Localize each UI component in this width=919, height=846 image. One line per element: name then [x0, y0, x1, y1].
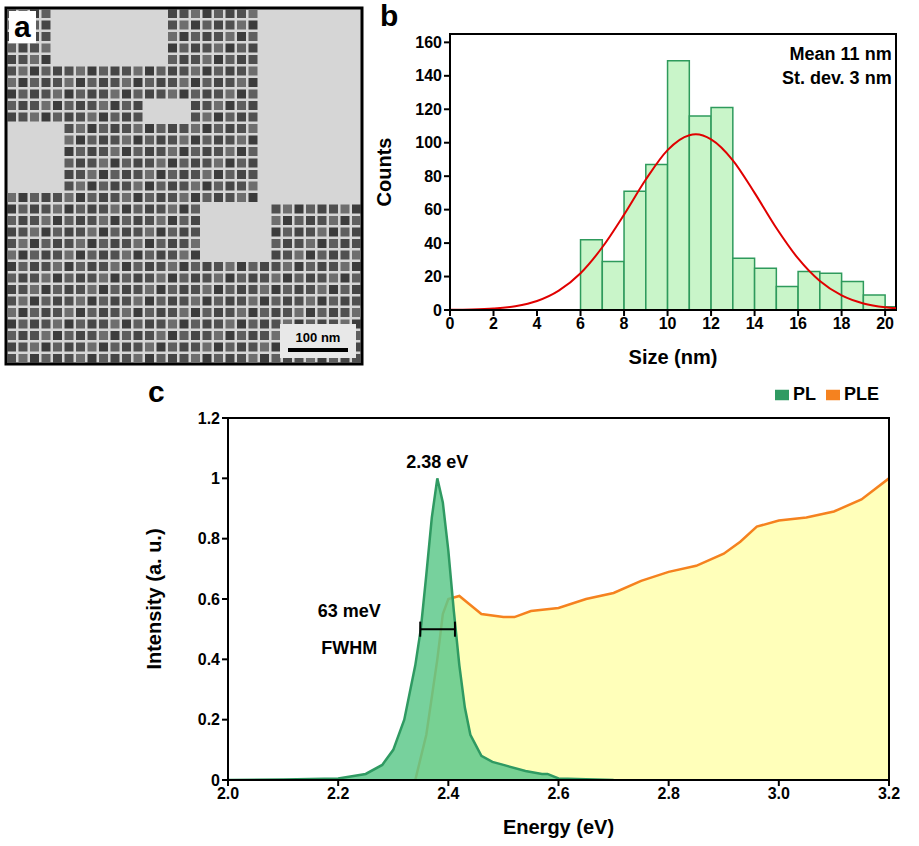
svg-text:3.2: 3.2: [878, 785, 900, 802]
svg-text:80: 80: [424, 168, 442, 185]
svg-text:Mean 11 nm: Mean 11 nm: [790, 44, 892, 64]
svg-text:63 meV: 63 meV: [318, 601, 381, 621]
svg-text:Energy (eV): Energy (eV): [503, 816, 614, 838]
svg-text:18: 18: [833, 315, 851, 332]
svg-text:Counts: Counts: [373, 138, 395, 207]
svg-text:160: 160: [415, 34, 442, 51]
svg-text:0.2: 0.2: [198, 711, 220, 728]
svg-text:40: 40: [424, 235, 442, 252]
html-text:c: c: [148, 375, 165, 408]
svg-text:10: 10: [659, 315, 677, 332]
svg-text:20: 20: [876, 315, 894, 332]
html-text:a: a: [14, 10, 31, 43]
svg-text:0.6: 0.6: [198, 591, 220, 608]
svg-text:0: 0: [446, 315, 455, 332]
svg-text:60: 60: [424, 201, 442, 218]
svg-text:0: 0: [433, 302, 442, 319]
html-text:PL: PL: [793, 384, 816, 404]
svg-text:Intensity (a. u.): Intensity (a. u.): [143, 528, 165, 669]
svg-text:2: 2: [489, 315, 498, 332]
svg-text:2.38 eV: 2.38 eV: [406, 452, 468, 472]
svg-text:20: 20: [424, 268, 442, 285]
svg-text:12: 12: [702, 315, 720, 332]
svg-text:0.8: 0.8: [198, 530, 220, 547]
svg-text:2.0: 2.0: [217, 785, 239, 802]
svg-text:0: 0: [211, 772, 220, 789]
svg-text:1: 1: [211, 470, 220, 487]
svg-text:140: 140: [415, 67, 442, 84]
svg-text:4: 4: [533, 315, 542, 332]
svg-text:6: 6: [576, 315, 585, 332]
svg-text:St. dev. 3 nm: St. dev. 3 nm: [782, 68, 892, 88]
svg-text:2.4: 2.4: [437, 785, 459, 802]
svg-text:FWHM: FWHM: [321, 638, 377, 658]
svg-text:14: 14: [746, 315, 764, 332]
svg-text:16: 16: [789, 315, 807, 332]
svg-text:2.6: 2.6: [547, 785, 569, 802]
html-text:b: b: [380, 0, 399, 32]
svg-text:Size (nm): Size (nm): [629, 346, 718, 368]
svg-text:120: 120: [415, 101, 442, 118]
svg-text:3.0: 3.0: [768, 785, 790, 802]
svg-text:0.4: 0.4: [198, 651, 220, 668]
svg-text:1.2: 1.2: [198, 410, 220, 427]
svg-text:100: 100: [415, 134, 442, 151]
svg-text:8: 8: [620, 315, 629, 332]
html-text:PLE: PLE: [844, 384, 879, 404]
svg-text:2.2: 2.2: [327, 785, 349, 802]
svg-text:2.8: 2.8: [658, 785, 680, 802]
svg-text:100 nm: 100 nm: [296, 330, 341, 345]
